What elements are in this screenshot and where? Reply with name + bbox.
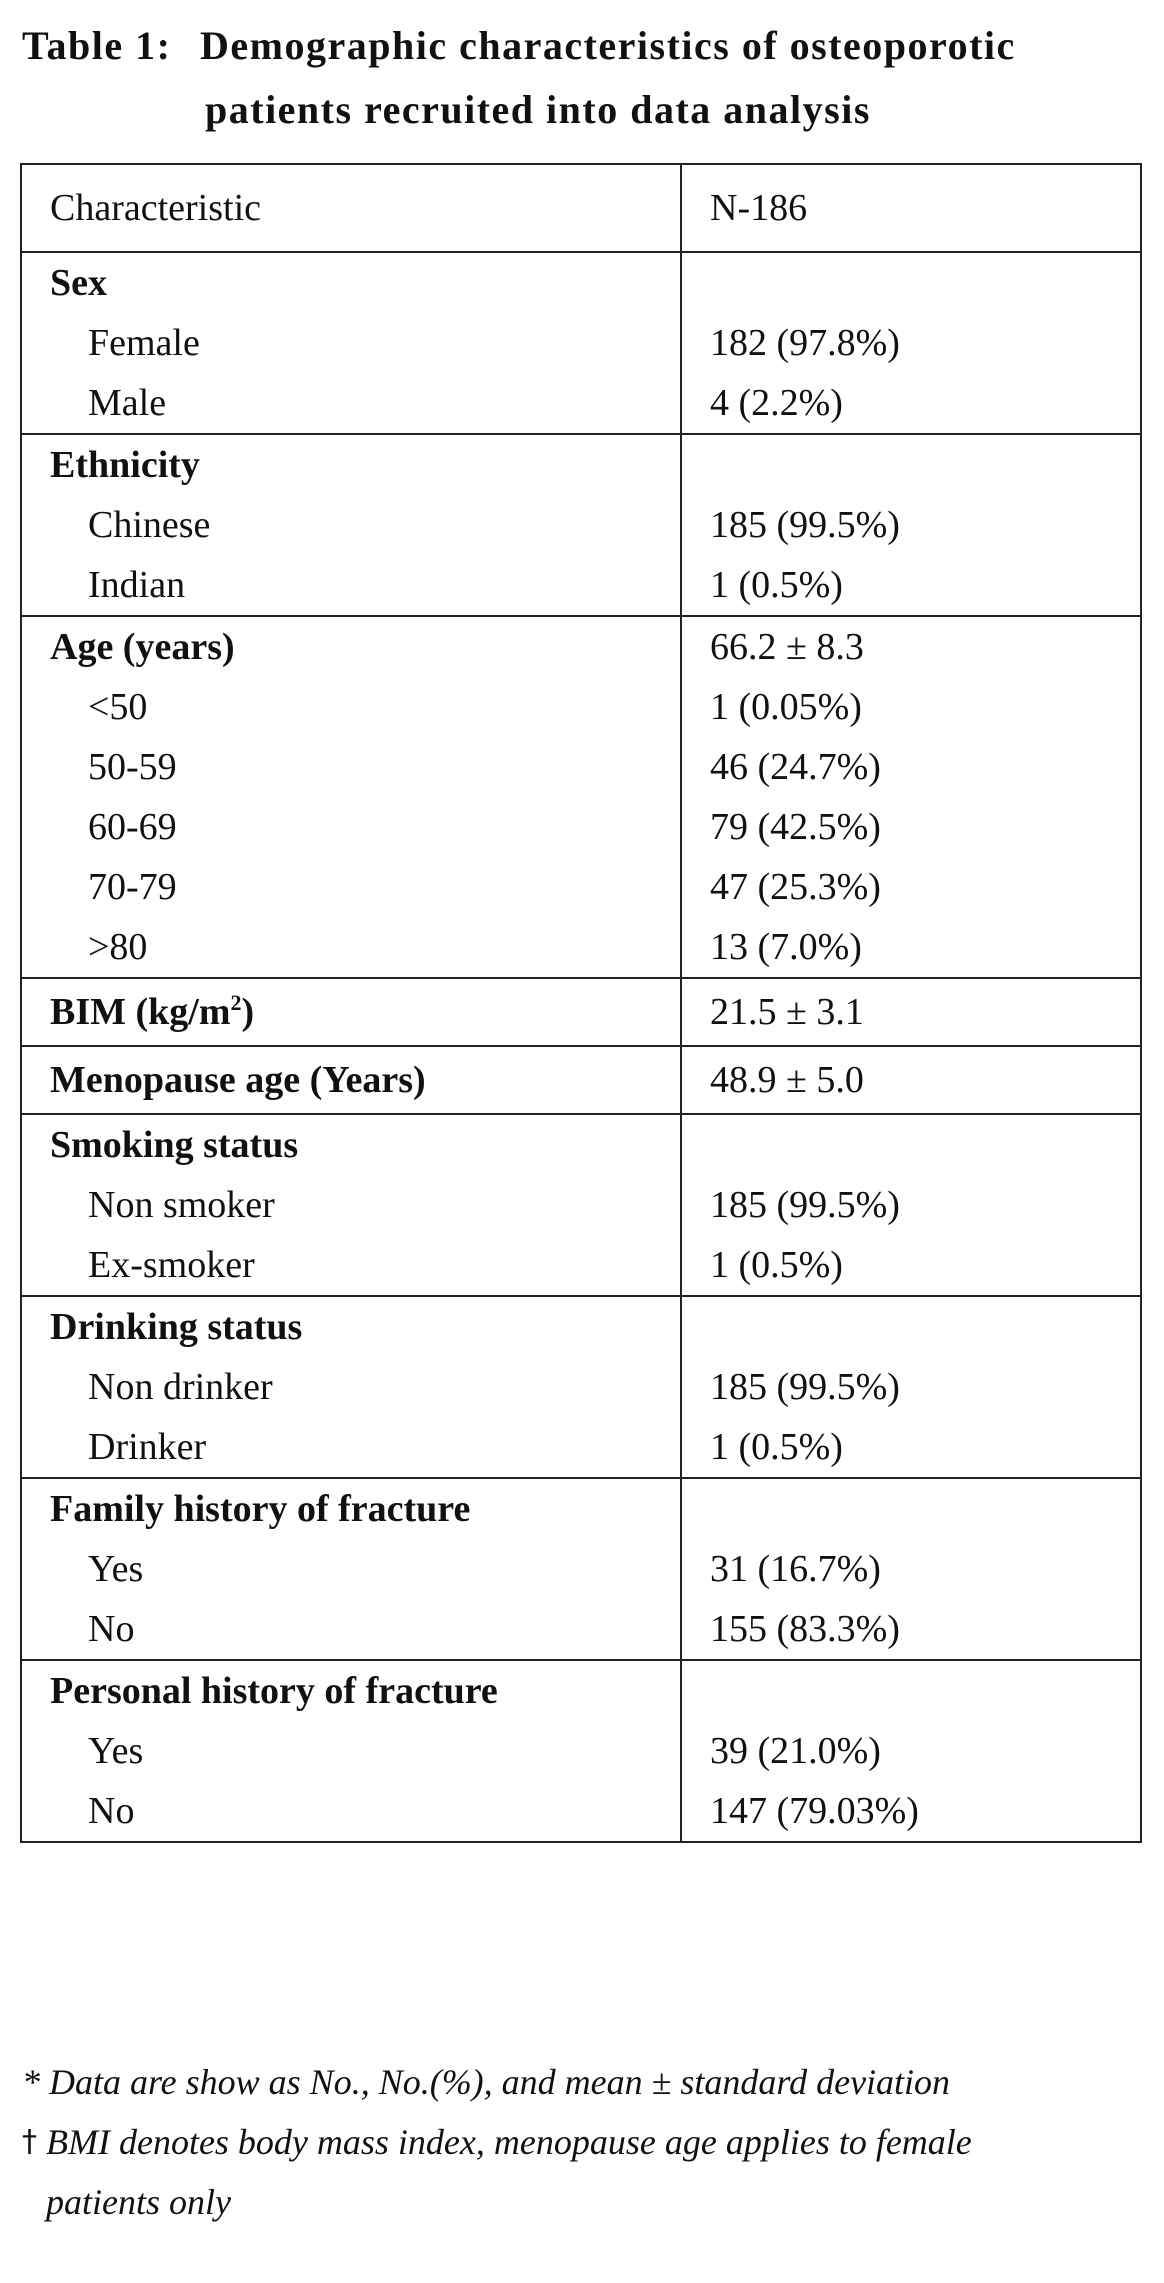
group-sex: Sex Female Male 182 (97.8%) 4 (2.2%) — [20, 251, 1142, 435]
row-label: 60-69 — [88, 806, 177, 848]
table-label: Table 1: — [22, 23, 172, 68]
row-label: 70-79 — [88, 866, 177, 908]
group-personal-history: Personal history of fracture Yes No 39 (… — [20, 1659, 1142, 1843]
footnote-1: * Data are show as No., No.(%), and mean… — [22, 2062, 951, 2102]
footnote-2-continued: patients only — [46, 2182, 231, 2222]
row-value: 4 (2.2%) — [710, 382, 843, 424]
row-label: Ex-smoker — [88, 1244, 255, 1286]
row-value: 1 (0.5%) — [710, 1244, 843, 1286]
group-title: Menopause age (Years) — [50, 1059, 426, 1101]
header-characteristic: Characteristic — [20, 163, 682, 253]
dagger-symbol: † — [22, 2124, 37, 2159]
row-value: 147 (79.03%) — [710, 1790, 919, 1832]
group-ethnicity: Ethnicity Chinese Indian 185 (99.5%) 1 (… — [20, 433, 1142, 617]
group-title: Personal history of fracture — [50, 1670, 498, 1712]
row-value: 13 (7.0%) — [710, 926, 862, 968]
caption-line-1: Demographic characteristics of osteoporo… — [200, 23, 1016, 68]
group-title: Age (years) — [50, 626, 235, 668]
row-label: Non smoker — [88, 1184, 275, 1226]
group-title: Smoking status — [50, 1124, 299, 1166]
group-title: BIM (kg/m2) — [50, 990, 255, 1033]
caption-line-2: patients recruited into data analysis — [205, 87, 871, 132]
row-label: >80 — [88, 926, 148, 968]
group-smoking: Smoking status Non smoker Ex-smoker 185 … — [20, 1113, 1142, 1297]
group-family-history: Family history of fracture Yes No 31 (16… — [20, 1477, 1142, 1661]
footnote-2-text: BMI denotes body mass index, menopause a… — [46, 2122, 972, 2162]
row-label: 50-59 — [88, 746, 177, 788]
row-label: Female — [88, 322, 200, 364]
table-caption: Table 1: Demographic characteristics of o… — [22, 14, 1152, 142]
row-value: 1 (0.05%) — [710, 686, 862, 728]
demographics-table: Characteristic N-186 Sex Female Male 182… — [20, 163, 1142, 1843]
row-value: 39 (21.0%) — [710, 1730, 881, 1772]
row-label: Chinese — [88, 504, 211, 546]
row-label: No — [88, 1608, 135, 1650]
row-value: 1 (0.5%) — [710, 1426, 843, 1468]
row-value: 155 (83.3%) — [710, 1608, 900, 1650]
row-value: 185 (99.5%) — [710, 1184, 900, 1226]
row-value: 185 (99.5%) — [710, 1366, 900, 1408]
group-drinking: Drinking status Non drinker Drinker 185 … — [20, 1295, 1142, 1479]
header-n: N-186 — [680, 163, 1142, 253]
row-value: 46 (24.7%) — [710, 746, 881, 788]
row-value: 47 (25.3%) — [710, 866, 881, 908]
row-label: No — [88, 1790, 135, 1832]
table-header-row: Characteristic N-186 — [20, 163, 1142, 253]
row-value: 21.5 ± 3.1 — [710, 991, 864, 1033]
row-label: Yes — [88, 1548, 144, 1590]
row-value: 79 (42.5%) — [710, 806, 881, 848]
group-title: Ethnicity — [50, 444, 200, 486]
group-title: Family history of fracture — [50, 1488, 471, 1530]
row-label: <50 — [88, 686, 148, 728]
group-age: Age (years) <50 50-59 60-69 70-79 >80 66… — [20, 615, 1142, 979]
group-bim: BIM (kg/m2) 21.5 ± 3.1 — [20, 977, 1142, 1047]
row-label: Yes — [88, 1730, 144, 1772]
footnote-2: † BMI denotes body mass index, menopause… — [22, 2112, 1152, 2172]
row-label: Non drinker — [88, 1366, 273, 1408]
group-title-value: 66.2 ± 8.3 — [710, 626, 864, 668]
row-label: Drinker — [88, 1426, 207, 1468]
row-value: 182 (97.8%) — [710, 322, 900, 364]
group-title: Sex — [50, 262, 107, 304]
row-value: 31 (16.7%) — [710, 1548, 881, 1590]
row-label: Indian — [88, 564, 186, 606]
row-value: 1 (0.5%) — [710, 564, 843, 606]
row-value: 48.9 ± 5.0 — [710, 1059, 864, 1101]
group-title: Drinking status — [50, 1306, 303, 1348]
group-menopause: Menopause age (Years) 48.9 ± 5.0 — [20, 1045, 1142, 1115]
row-label: Male — [88, 382, 167, 424]
table-footnotes: * Data are show as No., No.(%), and mean… — [22, 2052, 1152, 2232]
row-value: 185 (99.5%) — [710, 504, 900, 546]
